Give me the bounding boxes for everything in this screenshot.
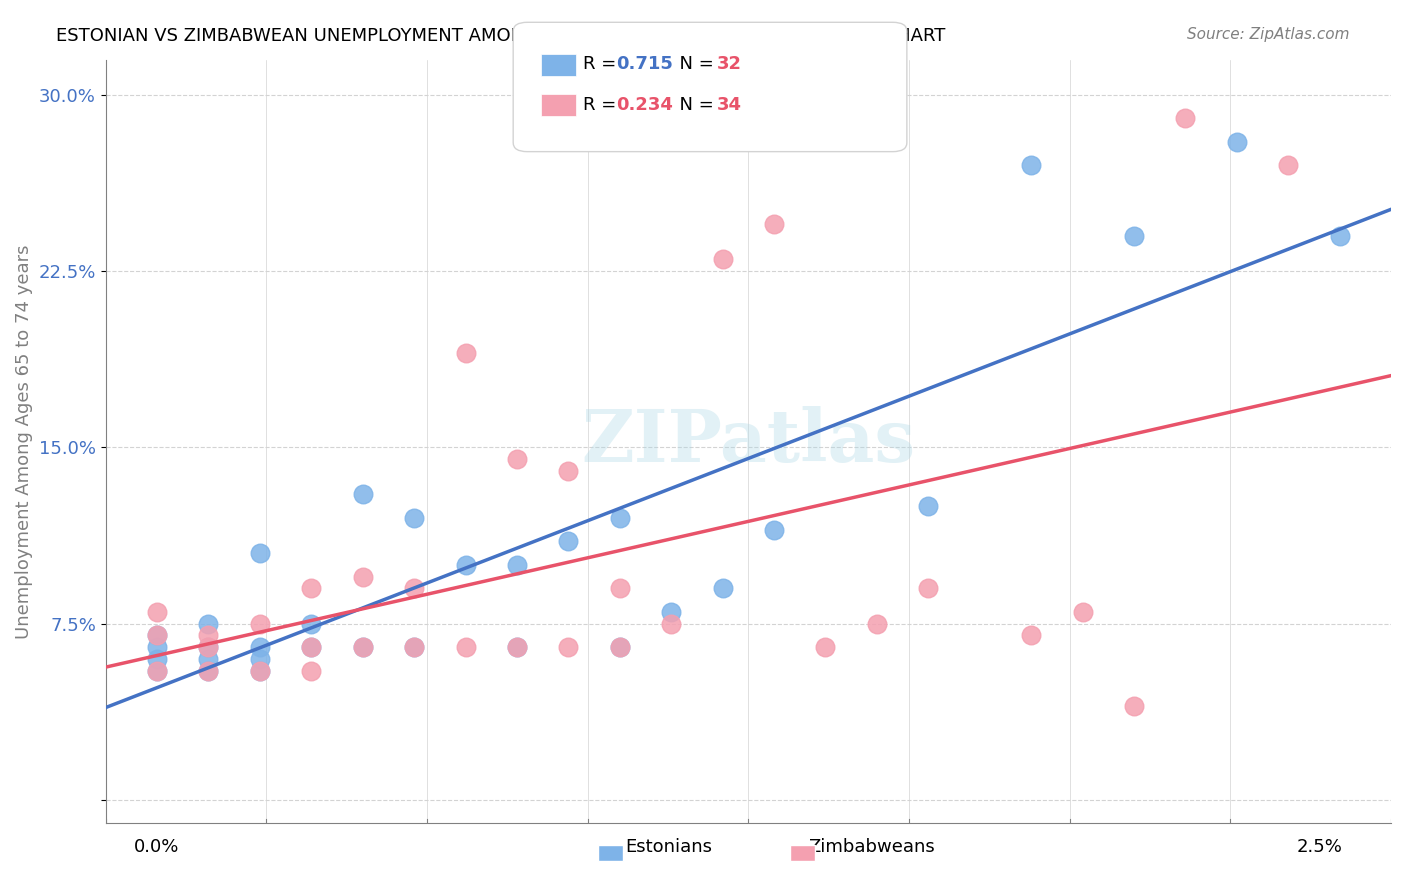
Point [1226,135,1249,149]
Text: 34: 34 [717,96,742,114]
Text: N =: N = [668,55,720,73]
Point [506,640,529,655]
Point [249,546,271,560]
Point [146,664,169,678]
Point [454,346,477,360]
Point [454,558,477,572]
Point [299,582,322,596]
Point [299,664,322,678]
Point [659,605,682,619]
Text: Estonians: Estonians [626,838,713,856]
Point [557,464,579,478]
Point [1122,698,1144,713]
Point [404,640,426,655]
Point [352,640,374,655]
Point [249,616,271,631]
Point [609,640,631,655]
Point [146,652,169,666]
Text: 0.715: 0.715 [616,55,672,73]
Text: ZIPatlas: ZIPatlas [581,406,915,477]
Point [1122,228,1144,243]
Point [557,534,579,549]
Text: ESTONIAN VS ZIMBABWEAN UNEMPLOYMENT AMONG AGES 65 TO 74 YEARS CORRELATION CHART: ESTONIAN VS ZIMBABWEAN UNEMPLOYMENT AMON… [56,27,946,45]
Point [404,640,426,655]
Point [917,582,939,596]
Point [404,582,426,596]
Point [146,640,169,655]
Point [299,640,322,655]
Point [1019,628,1042,642]
Point [249,640,271,655]
Text: N =: N = [668,96,720,114]
Point [609,511,631,525]
Point [1019,158,1042,172]
Point [814,640,837,655]
Point [557,640,579,655]
Text: 0.0%: 0.0% [134,838,179,856]
Point [1329,228,1351,243]
Text: Zimbabweans: Zimbabweans [808,838,935,856]
Text: 2.5%: 2.5% [1296,838,1343,856]
Point [146,664,169,678]
Point [866,616,889,631]
Point [197,664,219,678]
Point [609,640,631,655]
Text: R =: R = [583,96,623,114]
Point [763,217,786,231]
Point [352,570,374,584]
Point [506,640,529,655]
Point [146,628,169,642]
Point [506,558,529,572]
Text: R =: R = [583,55,623,73]
Point [197,628,219,642]
Point [404,511,426,525]
Point [249,664,271,678]
Point [197,652,219,666]
Point [506,452,529,467]
Point [352,640,374,655]
Point [249,652,271,666]
Point [299,616,322,631]
Point [609,582,631,596]
Point [763,523,786,537]
Point [1174,112,1197,126]
Point [711,582,734,596]
Point [197,640,219,655]
Text: Source: ZipAtlas.com: Source: ZipAtlas.com [1187,27,1350,42]
Point [659,616,682,631]
Text: 32: 32 [717,55,742,73]
Y-axis label: Unemployment Among Ages 65 to 74 years: Unemployment Among Ages 65 to 74 years [15,244,32,639]
Point [197,616,219,631]
Point [299,640,322,655]
Point [711,252,734,267]
Point [1071,605,1094,619]
Point [146,628,169,642]
Point [454,640,477,655]
Point [249,664,271,678]
Point [197,640,219,655]
Point [1277,158,1299,172]
Text: 0.234: 0.234 [616,96,672,114]
Point [146,605,169,619]
Point [917,499,939,513]
Point [352,487,374,501]
Point [197,664,219,678]
